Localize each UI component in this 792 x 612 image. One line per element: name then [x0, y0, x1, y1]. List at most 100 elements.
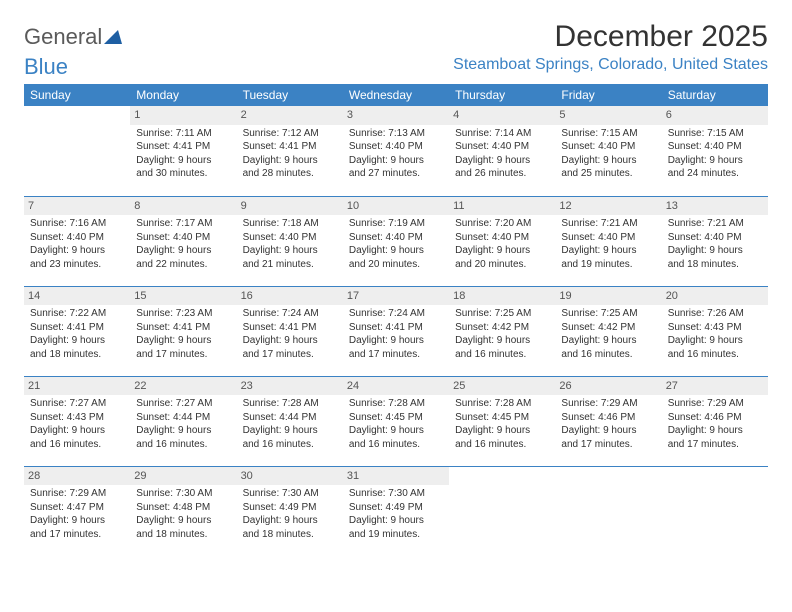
day-number: 6 — [662, 106, 768, 125]
day-detail-line: Daylight: 9 hours and 22 minutes. — [136, 244, 230, 271]
day-number: 30 — [237, 467, 343, 486]
day-detail-line: Sunset: 4:40 PM — [668, 231, 762, 245]
day-number: 28 — [24, 467, 130, 486]
day-detail-line: Sunset: 4:46 PM — [561, 411, 655, 425]
title-block: December 2025 Steamboat Springs, Colorad… — [453, 20, 768, 74]
day-detail-line: Sunrise: 7:21 AM — [668, 217, 762, 231]
day-detail-line: Sunrise: 7:24 AM — [349, 307, 443, 321]
day-detail-line: Sunset: 4:41 PM — [136, 140, 230, 154]
day-cell: 6Sunrise: 7:15 AMSunset: 4:40 PMDaylight… — [662, 106, 768, 196]
day-cell: 27Sunrise: 7:29 AMSunset: 4:46 PMDayligh… — [662, 376, 768, 466]
day-detail-line: Sunrise: 7:30 AM — [243, 487, 337, 501]
day-cell: 3Sunrise: 7:13 AMSunset: 4:40 PMDaylight… — [343, 106, 449, 196]
week-row: 28Sunrise: 7:29 AMSunset: 4:47 PMDayligh… — [24, 466, 768, 556]
day-number: 8 — [130, 197, 236, 216]
weekday-header: Wednesday — [343, 84, 449, 106]
calendar-page: General Blue December 2025 Steamboat Spr… — [0, 0, 792, 576]
day-cell — [24, 106, 130, 196]
day-detail-line: Daylight: 9 hours and 17 minutes. — [668, 424, 762, 451]
day-cell: 18Sunrise: 7:25 AMSunset: 4:42 PMDayligh… — [449, 286, 555, 376]
weekday-header: Thursday — [449, 84, 555, 106]
day-detail-line: Daylight: 9 hours and 16 minutes. — [136, 424, 230, 451]
day-detail-line: Sunrise: 7:12 AM — [243, 127, 337, 141]
day-detail-line: Sunrise: 7:30 AM — [136, 487, 230, 501]
day-detail-line: Daylight: 9 hours and 30 minutes. — [136, 154, 230, 181]
day-number: 13 — [662, 197, 768, 216]
day-detail-line: Sunrise: 7:28 AM — [455, 397, 549, 411]
day-detail-line: Daylight: 9 hours and 16 minutes. — [243, 424, 337, 451]
day-cell: 10Sunrise: 7:19 AMSunset: 4:40 PMDayligh… — [343, 196, 449, 286]
day-number: 27 — [662, 377, 768, 396]
day-detail-line: Daylight: 9 hours and 16 minutes. — [30, 424, 124, 451]
logo-triangle-icon — [104, 26, 122, 48]
day-detail-line: Sunset: 4:40 PM — [30, 231, 124, 245]
day-detail-line: Sunrise: 7:25 AM — [561, 307, 655, 321]
week-row: 14Sunrise: 7:22 AMSunset: 4:41 PMDayligh… — [24, 286, 768, 376]
day-number: 25 — [449, 377, 555, 396]
day-detail-line: Daylight: 9 hours and 17 minutes. — [136, 334, 230, 361]
day-cell: 16Sunrise: 7:24 AMSunset: 4:41 PMDayligh… — [237, 286, 343, 376]
day-number: 16 — [237, 287, 343, 306]
day-detail-line: Sunrise: 7:15 AM — [668, 127, 762, 141]
day-detail-line: Daylight: 9 hours and 26 minutes. — [455, 154, 549, 181]
day-detail-line: Sunset: 4:42 PM — [455, 321, 549, 335]
month-title: December 2025 — [453, 20, 768, 54]
day-detail-line: Sunset: 4:47 PM — [30, 501, 124, 515]
day-cell: 17Sunrise: 7:24 AMSunset: 4:41 PMDayligh… — [343, 286, 449, 376]
day-detail-line: Sunset: 4:46 PM — [668, 411, 762, 425]
day-detail-line: Sunset: 4:40 PM — [243, 231, 337, 245]
day-detail-line: Daylight: 9 hours and 18 minutes. — [668, 244, 762, 271]
calendar-body: 1Sunrise: 7:11 AMSunset: 4:41 PMDaylight… — [24, 106, 768, 556]
day-detail-line: Sunrise: 7:26 AM — [668, 307, 762, 321]
header: General Blue December 2025 Steamboat Spr… — [24, 20, 768, 78]
day-detail-line: Daylight: 9 hours and 17 minutes. — [349, 334, 443, 361]
day-detail-line: Sunrise: 7:29 AM — [668, 397, 762, 411]
day-cell: 30Sunrise: 7:30 AMSunset: 4:49 PMDayligh… — [237, 466, 343, 556]
day-detail-line: Sunrise: 7:27 AM — [30, 397, 124, 411]
day-cell: 26Sunrise: 7:29 AMSunset: 4:46 PMDayligh… — [555, 376, 661, 466]
day-detail-line: Sunset: 4:40 PM — [349, 140, 443, 154]
day-number: 7 — [24, 197, 130, 216]
day-detail-line: Sunrise: 7:11 AM — [136, 127, 230, 141]
day-cell: 29Sunrise: 7:30 AMSunset: 4:48 PMDayligh… — [130, 466, 236, 556]
day-cell: 14Sunrise: 7:22 AMSunset: 4:41 PMDayligh… — [24, 286, 130, 376]
day-cell — [555, 466, 661, 556]
week-row: 1Sunrise: 7:11 AMSunset: 4:41 PMDaylight… — [24, 106, 768, 196]
day-detail-line: Daylight: 9 hours and 28 minutes. — [243, 154, 337, 181]
day-detail-line: Sunset: 4:45 PM — [349, 411, 443, 425]
weekday-header: Monday — [130, 84, 236, 106]
day-number: 10 — [343, 197, 449, 216]
day-detail-line: Sunrise: 7:29 AM — [30, 487, 124, 501]
day-cell: 12Sunrise: 7:21 AMSunset: 4:40 PMDayligh… — [555, 196, 661, 286]
day-detail-line: Sunset: 4:40 PM — [136, 231, 230, 245]
day-cell: 20Sunrise: 7:26 AMSunset: 4:43 PMDayligh… — [662, 286, 768, 376]
day-number: 5 — [555, 106, 661, 125]
day-detail-line: Daylight: 9 hours and 24 minutes. — [668, 154, 762, 181]
calendar-table: Sunday Monday Tuesday Wednesday Thursday… — [24, 84, 768, 556]
day-detail-line: Sunrise: 7:25 AM — [455, 307, 549, 321]
day-number: 21 — [24, 377, 130, 396]
day-cell: 25Sunrise: 7:28 AMSunset: 4:45 PMDayligh… — [449, 376, 555, 466]
day-number: 14 — [24, 287, 130, 306]
day-detail-line: Sunrise: 7:19 AM — [349, 217, 443, 231]
day-detail-line: Daylight: 9 hours and 23 minutes. — [30, 244, 124, 271]
day-detail-line: Sunrise: 7:28 AM — [349, 397, 443, 411]
logo-text: General Blue — [24, 26, 122, 78]
day-detail-line: Daylight: 9 hours and 16 minutes. — [668, 334, 762, 361]
day-detail-line: Sunset: 4:40 PM — [561, 140, 655, 154]
weekday-header: Sunday — [24, 84, 130, 106]
day-detail-line: Sunrise: 7:20 AM — [455, 217, 549, 231]
day-detail-line: Daylight: 9 hours and 16 minutes. — [561, 334, 655, 361]
day-number: 18 — [449, 287, 555, 306]
day-cell: 11Sunrise: 7:20 AMSunset: 4:40 PMDayligh… — [449, 196, 555, 286]
day-detail-line: Daylight: 9 hours and 18 minutes. — [30, 334, 124, 361]
day-cell: 23Sunrise: 7:28 AMSunset: 4:44 PMDayligh… — [237, 376, 343, 466]
day-cell: 2Sunrise: 7:12 AMSunset: 4:41 PMDaylight… — [237, 106, 343, 196]
logo: General Blue — [24, 26, 122, 78]
day-number — [662, 467, 768, 471]
day-detail-line: Sunset: 4:49 PM — [349, 501, 443, 515]
week-row: 21Sunrise: 7:27 AMSunset: 4:43 PMDayligh… — [24, 376, 768, 466]
day-cell: 4Sunrise: 7:14 AMSunset: 4:40 PMDaylight… — [449, 106, 555, 196]
day-cell: 24Sunrise: 7:28 AMSunset: 4:45 PMDayligh… — [343, 376, 449, 466]
day-detail-line: Sunrise: 7:16 AM — [30, 217, 124, 231]
